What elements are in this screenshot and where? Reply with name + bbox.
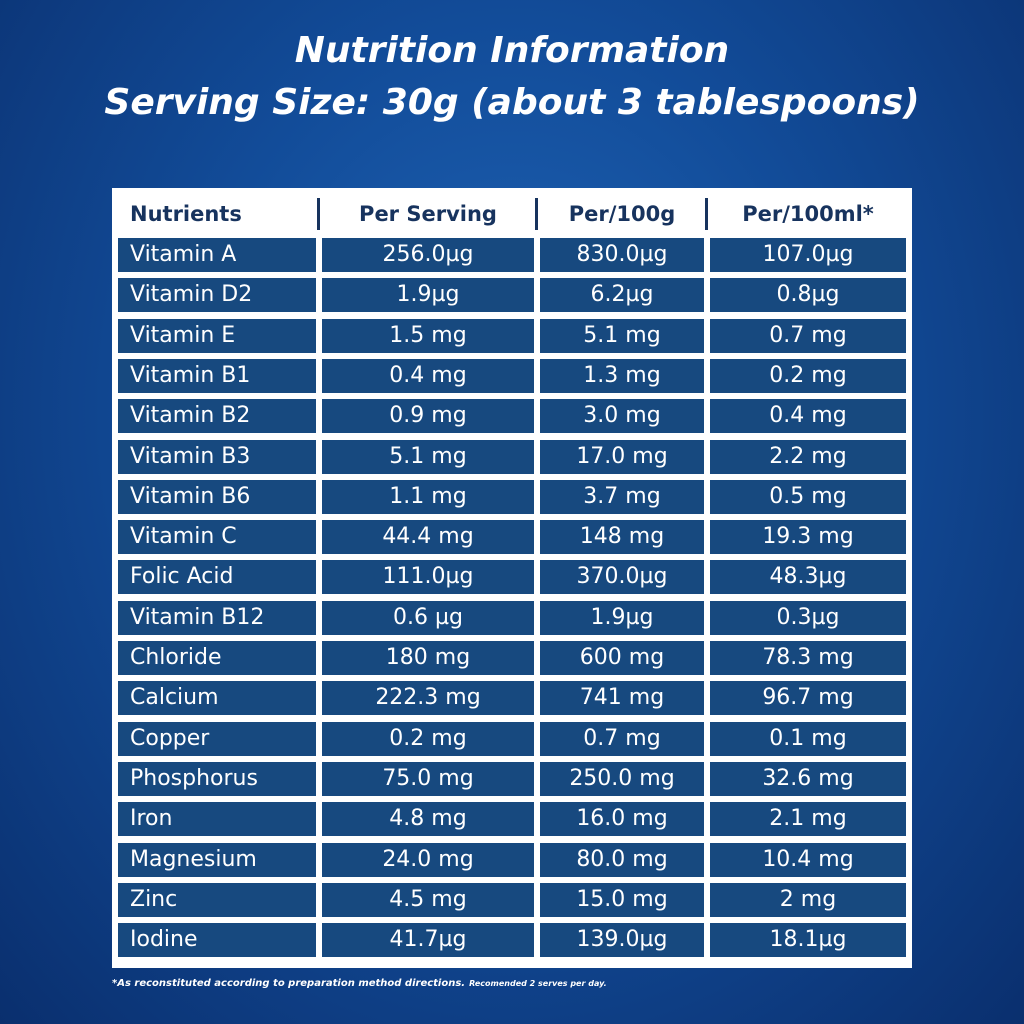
footnote-note: Recomended 2 serves per day. <box>469 979 607 988</box>
nutrient-cell: Vitamin B3 <box>118 439 316 474</box>
nutrient-cell: Iodine <box>118 923 316 958</box>
nutrient-cell: Vitamin E <box>118 318 316 353</box>
footnote: *As reconstituted according to preparati… <box>112 978 607 989</box>
value-cell: 2.1 mg <box>710 802 906 837</box>
value-cell: 0.9 mg <box>322 399 534 434</box>
value-cell: 0.4 mg <box>710 399 906 434</box>
nutrient-cell: Calcium <box>118 681 316 716</box>
footnote-text: *As reconstituted according to preparati… <box>112 978 466 989</box>
value-cell: 0.7 mg <box>540 721 704 756</box>
title: Nutrition Information <box>294 30 730 71</box>
value-cell: 0.2 mg <box>322 721 534 756</box>
column-header: Nutrients <box>130 202 242 226</box>
value-cell: 148 mg <box>540 520 704 555</box>
value-cell: 0.3µg <box>710 600 906 635</box>
value-cell: 16.0 mg <box>540 802 704 837</box>
value-cell: 80.0 mg <box>540 842 704 877</box>
value-cell: 1.1 mg <box>322 479 534 514</box>
header-separator <box>535 198 538 230</box>
value-cell: 1.5 mg <box>322 318 534 353</box>
value-cell: 3.0 mg <box>540 399 704 434</box>
value-cell: 1.9µg <box>540 600 704 635</box>
value-cell: 78.3 mg <box>710 641 906 675</box>
nutrient-cell: Vitamin D2 <box>118 278 316 313</box>
value-cell: 44.4 mg <box>322 520 534 555</box>
value-cell: 15.0 mg <box>540 882 704 917</box>
value-cell: 0.7 mg <box>710 318 906 353</box>
column-header: Per Serving <box>359 202 497 226</box>
nutrient-cell: Chloride <box>118 641 316 675</box>
value-cell: 107.0µg <box>710 238 906 272</box>
value-cell: 600 mg <box>540 641 704 675</box>
nutrient-cell: Magnesium <box>118 842 316 877</box>
nutrient-cell: Vitamin B12 <box>118 600 316 635</box>
value-cell: 222.3 mg <box>322 681 534 716</box>
value-cell: 0.4 mg <box>322 358 534 393</box>
nutrient-cell: Folic Acid <box>118 560 316 595</box>
header-separator <box>317 198 320 230</box>
header-separator <box>705 198 708 230</box>
nutrient-cell: Phosphorus <box>118 761 316 796</box>
nutrient-cell: Vitamin B1 <box>118 358 316 393</box>
value-cell: 256.0µg <box>322 238 534 272</box>
value-cell: 0.6 µg <box>322 600 534 635</box>
value-cell: 830.0µg <box>540 238 704 272</box>
value-cell: 96.7 mg <box>710 681 906 716</box>
value-cell: 1.9µg <box>322 278 534 313</box>
value-cell: 48.3µg <box>710 560 906 595</box>
value-cell: 0.2 mg <box>710 358 906 393</box>
value-cell: 18.1µg <box>710 923 906 958</box>
value-cell: 4.8 mg <box>322 802 534 837</box>
value-cell: 741 mg <box>540 681 704 716</box>
value-cell: 10.4 mg <box>710 842 906 877</box>
value-cell: 5.1 mg <box>540 318 704 353</box>
value-cell: 5.1 mg <box>322 439 534 474</box>
nutrient-cell: Vitamin B2 <box>118 399 316 434</box>
value-cell: 0.5 mg <box>710 479 906 514</box>
value-cell: 6.2µg <box>540 278 704 313</box>
value-cell: 1.3 mg <box>540 358 704 393</box>
value-cell: 4.5 mg <box>322 882 534 917</box>
nutrient-cell: Vitamin A <box>118 238 316 272</box>
column-header: Per/100ml* <box>742 202 874 226</box>
value-cell: 0.8µg <box>710 278 906 313</box>
subtitle: Serving Size: 30g (about 3 tablespoons) <box>104 82 920 123</box>
value-cell: 2.2 mg <box>710 439 906 474</box>
value-cell: 250.0 mg <box>540 761 704 796</box>
value-cell: 19.3 mg <box>710 520 906 555</box>
column-header: Per/100g <box>568 202 676 226</box>
value-cell: 139.0µg <box>540 923 704 958</box>
value-cell: 32.6 mg <box>710 761 906 796</box>
value-cell: 2 mg <box>710 882 906 917</box>
value-cell: 0.1 mg <box>710 721 906 756</box>
value-cell: 24.0 mg <box>322 842 534 877</box>
nutrient-cell: Vitamin C <box>118 520 316 555</box>
value-cell: 111.0µg <box>322 560 534 595</box>
nutrient-cell: Iron <box>118 802 316 837</box>
nutrition-table: Nutrients Per Serving Per/100g Per/100ml* Vi… <box>112 188 912 968</box>
value-cell: 17.0 mg <box>540 439 704 474</box>
nutrient-cell: Zinc <box>118 882 316 917</box>
value-cell: 180 mg <box>322 641 534 675</box>
value-cell: 75.0 mg <box>322 761 534 796</box>
value-cell: 370.0µg <box>540 560 704 595</box>
value-cell: 3.7 mg <box>540 479 704 514</box>
value-cell: 41.7µg <box>322 923 534 958</box>
nutrient-cell: Copper <box>118 721 316 756</box>
nutrient-cell: Vitamin B6 <box>118 479 316 514</box>
